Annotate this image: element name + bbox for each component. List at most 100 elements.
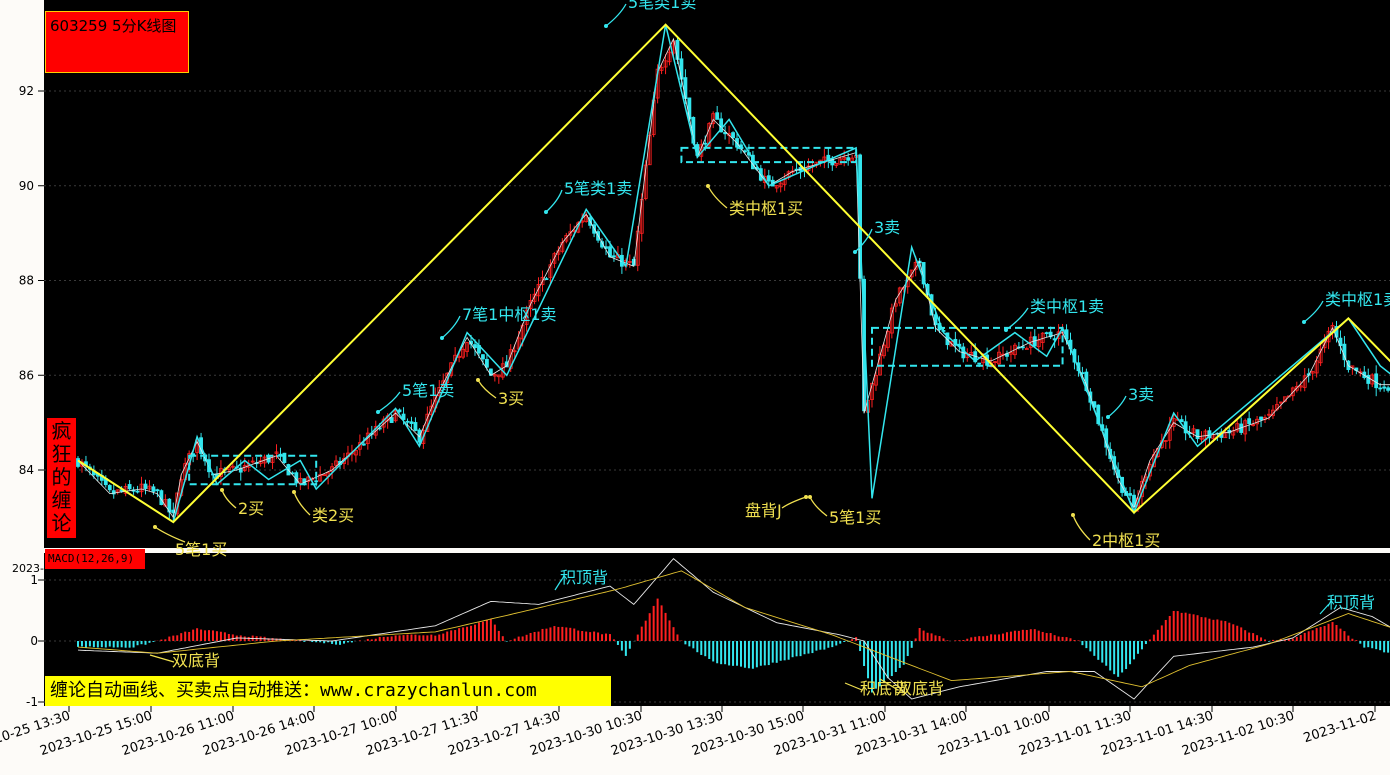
bi-strokes	[77, 24, 1390, 524]
candle-body	[409, 421, 414, 424]
candle-body	[195, 439, 200, 453]
candle-body	[540, 276, 545, 286]
candle-body	[679, 58, 684, 80]
candle-body	[584, 215, 589, 223]
arrow-head	[476, 378, 480, 382]
candle-body	[413, 422, 418, 431]
macd-label-arrow	[149, 654, 175, 663]
macd-y-tick-label: 0	[30, 634, 38, 648]
price-axis: 84 86 88 90 92	[19, 84, 44, 477]
candle-body	[139, 483, 144, 493]
signal-label: 2买	[238, 499, 264, 518]
candle-body	[1136, 497, 1140, 507]
dea-line	[77, 570, 1390, 688]
candle-body	[334, 460, 338, 466]
candle-body	[1290, 387, 1295, 397]
signal-label: 3买	[498, 389, 524, 408]
candle-body	[1251, 424, 1256, 426]
candle-body	[1013, 344, 1017, 356]
candle-body	[1028, 336, 1033, 348]
candle-body	[421, 429, 426, 444]
candle-body	[1271, 409, 1275, 417]
candle-body	[512, 350, 517, 353]
candle-body	[1128, 493, 1132, 496]
candle-body	[842, 156, 847, 160]
label-arrow	[854, 228, 873, 253]
arrow-head	[1106, 415, 1110, 419]
arrow-head	[220, 488, 224, 492]
y-tick-label: 86	[19, 368, 34, 382]
label-arrow	[293, 491, 311, 516]
candle-body	[731, 132, 735, 139]
candle-body	[766, 175, 771, 182]
banner-url[interactable]: www.crazychanlun.com	[320, 680, 537, 701]
y-tick-label: 90	[19, 179, 34, 193]
macd-signal-label: 积顶背	[560, 568, 608, 587]
macd-signal-label: 积顶背	[1327, 593, 1375, 612]
candle-body	[993, 361, 997, 364]
candle-body	[1267, 413, 1271, 416]
label-arrow	[1005, 307, 1029, 331]
candle-body	[1378, 387, 1383, 390]
candle-body	[461, 348, 465, 358]
candle-body	[262, 456, 267, 464]
candle-body	[465, 342, 469, 352]
signal-label: 2中枢1买	[1092, 531, 1160, 550]
candle-body	[774, 185, 779, 189]
candle-body	[667, 51, 672, 63]
candle-body	[1056, 331, 1061, 339]
candle-body	[933, 314, 938, 326]
candle-body	[568, 231, 573, 236]
candle-body	[544, 278, 549, 281]
candle-body	[397, 409, 402, 413]
side-char: 缠	[51, 488, 72, 512]
candle-body	[683, 77, 688, 99]
candle-body	[969, 352, 974, 355]
candle-body	[1199, 437, 1204, 440]
candle-body	[1382, 386, 1387, 389]
candle-body	[230, 465, 235, 468]
macd-axis: -1 0 1	[26, 573, 44, 709]
candle-body	[238, 467, 243, 473]
candle-body	[1247, 418, 1252, 425]
macd-y-tick-label: 1	[30, 573, 38, 587]
arrow-head	[604, 24, 608, 28]
signal-label: 5笔类1卖	[628, 0, 696, 12]
macd-label-arrow	[554, 578, 563, 591]
candle-body	[1024, 348, 1029, 350]
macd-signal-label: 积底背	[860, 679, 908, 698]
signal-label: 类中枢1买	[729, 199, 803, 218]
candle-body	[874, 375, 878, 386]
candle-body	[909, 269, 914, 278]
candle-body	[107, 485, 112, 491]
brand-side-label: 疯 狂 的 缠 论	[47, 418, 76, 538]
promo-banner[interactable]: 缠论自动画线、买卖点自动推送：www.crazychanlun.com	[45, 676, 611, 706]
candle-body	[790, 170, 795, 173]
macd-lines	[77, 557, 1390, 700]
candle-body	[532, 293, 537, 302]
candle-body	[401, 413, 406, 420]
candle-body	[250, 460, 255, 463]
candle-body	[1048, 331, 1053, 338]
label-arrow	[377, 391, 401, 413]
candle-body	[878, 353, 882, 376]
candle-body	[762, 176, 767, 183]
candle-body	[322, 474, 327, 476]
candle-body	[389, 417, 394, 424]
candle-body	[1350, 365, 1355, 368]
candle-body	[1179, 419, 1184, 423]
signal-label: 3卖	[874, 218, 900, 237]
candle-body	[318, 474, 323, 482]
signal-label: 盘背J	[745, 501, 782, 520]
label-arrow	[707, 185, 728, 209]
bi-stroke-line	[77, 24, 1390, 524]
macd-signal-label: 双底背	[896, 679, 944, 698]
candle-body	[306, 476, 311, 482]
chart-title: 603259 5分K线图	[45, 11, 189, 73]
candle-body	[536, 284, 541, 297]
label-arrow	[154, 526, 186, 543]
candle-body	[1318, 348, 1323, 364]
